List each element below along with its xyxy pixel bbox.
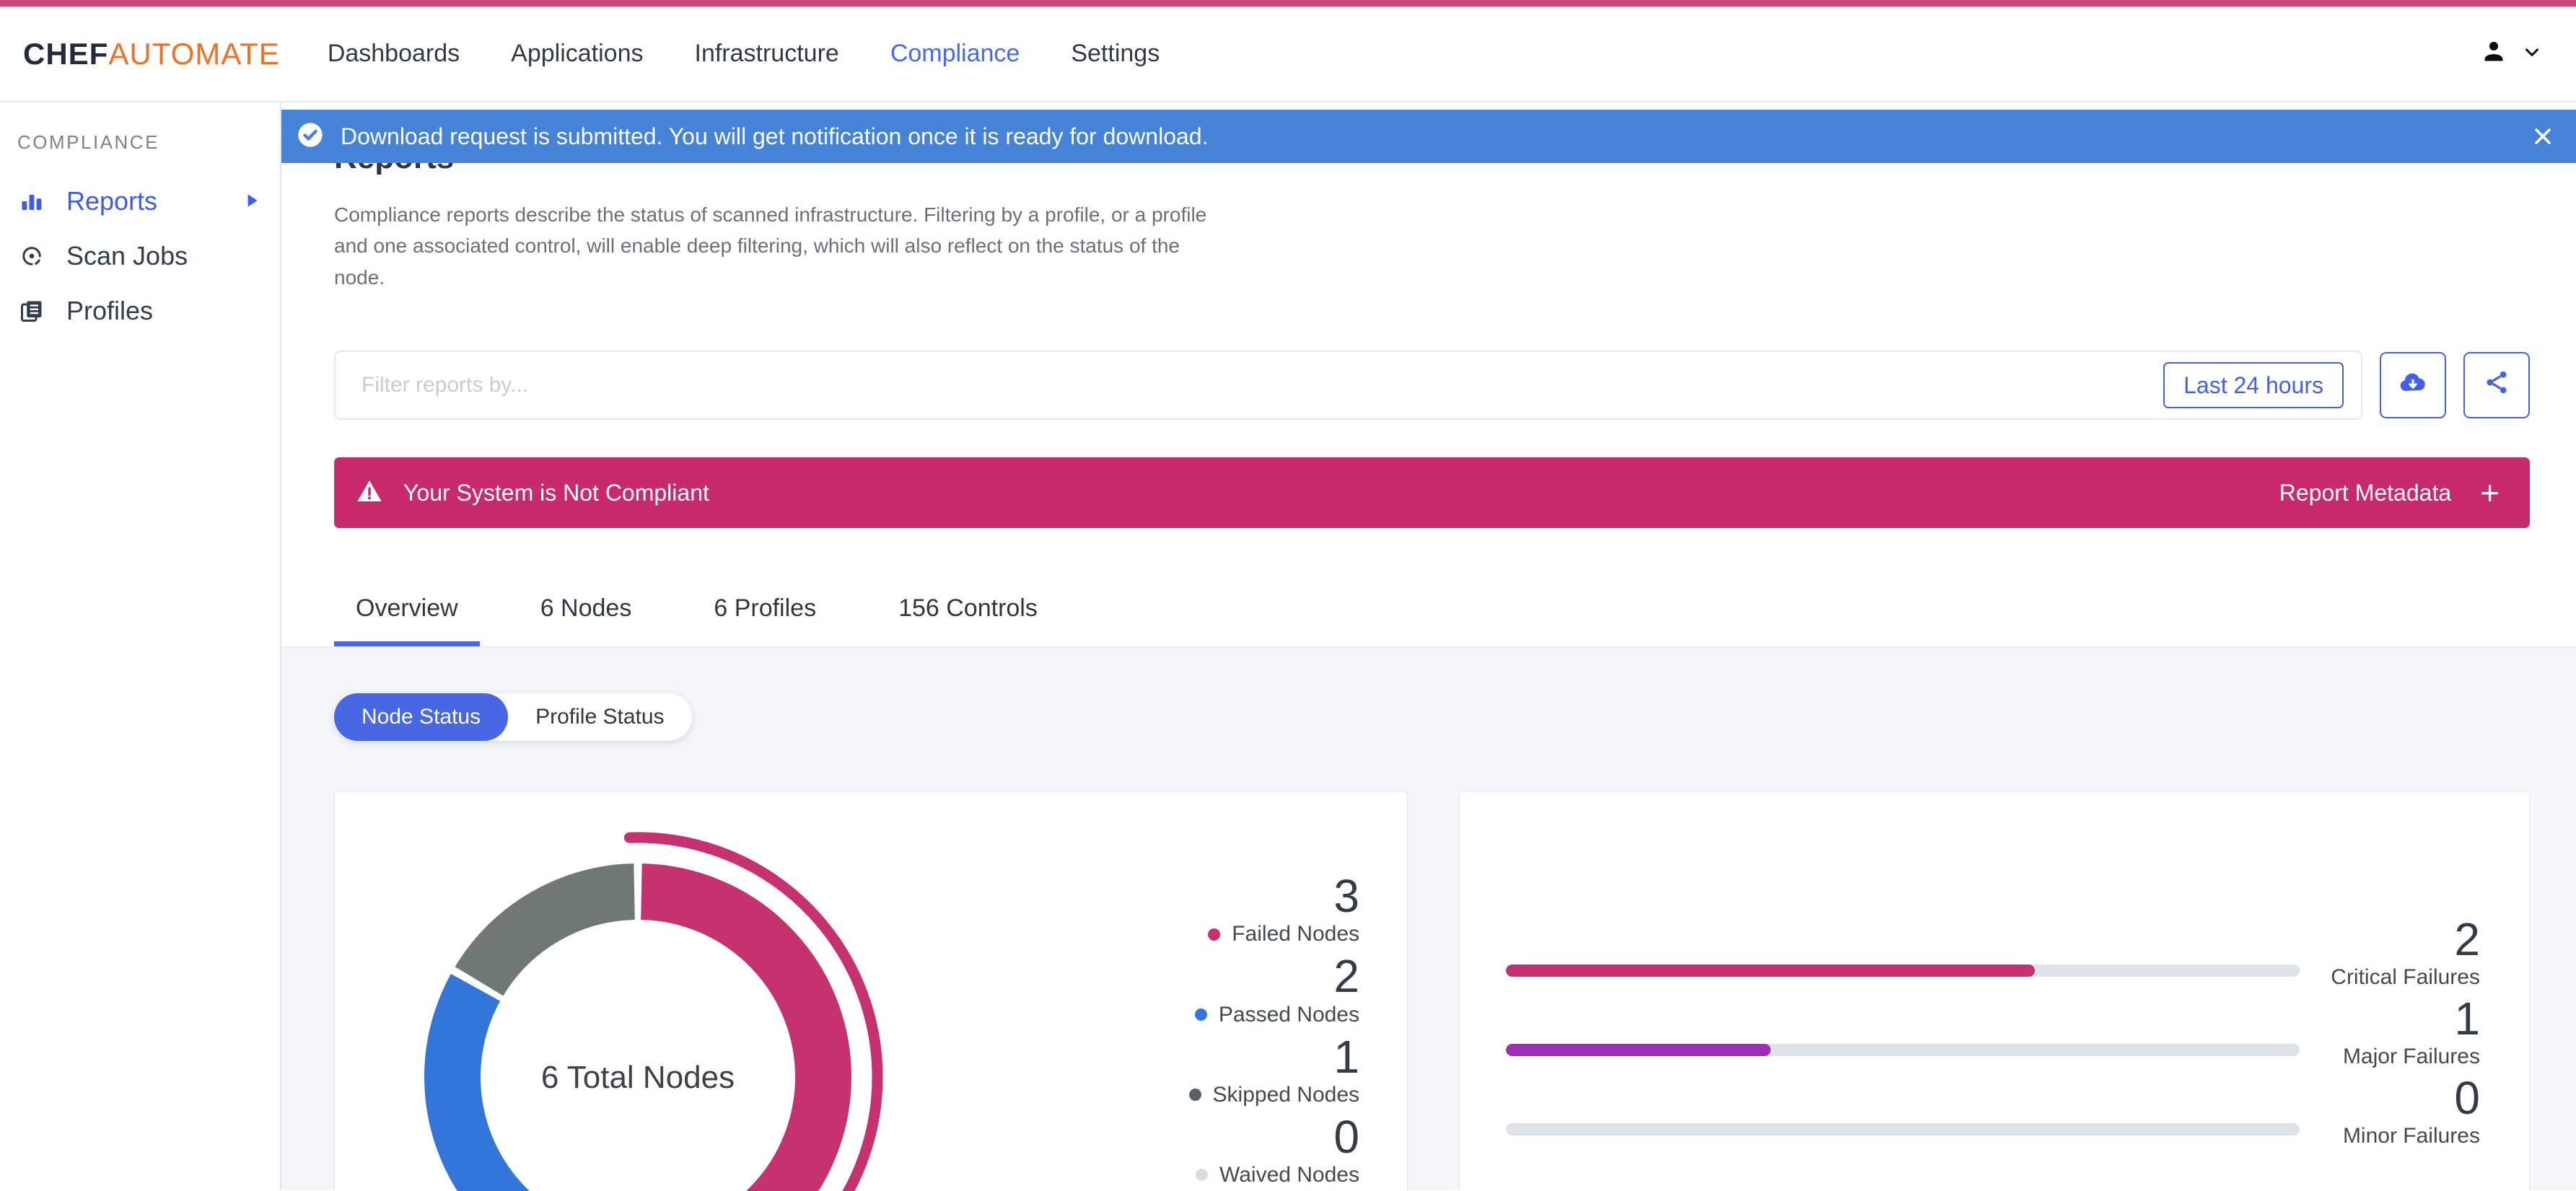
app-logo[interactable]: CHEFAUTOMATE xyxy=(23,37,280,71)
bar-label: Critical Failures xyxy=(2331,965,2480,990)
sidebar-item-label: Profiles xyxy=(66,296,154,325)
legend-item-waived[interactable]: 0 Waived Nodes xyxy=(1189,1110,1359,1187)
waived-dot-icon xyxy=(1196,1169,1209,1182)
brand-top-strip xyxy=(0,0,2576,6)
legend-label: Passed Nodes xyxy=(1218,1002,1359,1027)
search-placeholder: Filter reports by... xyxy=(362,373,529,397)
passed-dot-icon xyxy=(1194,1008,1207,1021)
donut-center-label: 6 Total Nodes xyxy=(540,1060,735,1096)
chevron-down-icon xyxy=(2521,41,2543,66)
major-failures-row: 1 Major Failures xyxy=(1506,993,2480,1070)
legend-label: Skipped Nodes xyxy=(1212,1082,1359,1107)
nav-infrastructure[interactable]: Infrastructure xyxy=(694,40,839,67)
nav-dashboards[interactable]: Dashboards xyxy=(327,40,460,67)
compliance-status-banner: Your System is Not Compliant Report Meta… xyxy=(334,457,2530,529)
bar-label: Minor Failures xyxy=(2342,1124,2480,1148)
sidebar: COMPLIANCE Reports Scan Jobs Profiles xyxy=(0,102,281,1190)
bar-value: 2 xyxy=(2454,913,2480,966)
warning-triangle-icon xyxy=(354,476,385,510)
profile-status-toggle[interactable]: Profile Status xyxy=(508,693,691,741)
report-tabs: Overview 6 Nodes 6 Profiles 156 Controls xyxy=(334,594,2530,647)
app-header: CHEFAUTOMATE Dashboards Applications Inf… xyxy=(0,6,2576,102)
expand-arrow-icon[interactable] xyxy=(242,186,261,216)
legend-item-failed[interactable]: 3 Failed Nodes xyxy=(1189,870,1359,946)
compliance-status-message: Your System is Not Compliant xyxy=(403,479,709,506)
share-button[interactable] xyxy=(2463,352,2530,419)
major-failures-bar xyxy=(1506,1044,2300,1057)
page-description: Compliance reports describe the status o… xyxy=(334,203,1207,289)
bar-label: Major Failures xyxy=(2342,1045,2480,1069)
logo-chef: CHEF xyxy=(23,36,109,71)
share-icon xyxy=(2482,368,2511,403)
nav-compliance[interactable]: Compliance xyxy=(890,40,1020,67)
user-icon xyxy=(2479,38,2508,70)
skipped-dot-icon xyxy=(1188,1089,1201,1102)
failures-severity-card: 2 Critical Failures 1 Major Failures xyxy=(1459,791,2530,1191)
critical-failures-bar xyxy=(1506,964,2300,977)
nav-applications[interactable]: Applications xyxy=(511,40,644,67)
legend-value: 3 xyxy=(1333,870,1359,923)
expand-metadata-icon[interactable]: + xyxy=(2480,474,2500,512)
notification-banner: Download request is submitted. You will … xyxy=(281,110,2576,163)
filter-row: Filter reports by... Last 24 hours xyxy=(334,351,2530,421)
node-status-donut-card: 6 Total Nodes 3 Failed Nodes 2 Passed No… xyxy=(334,791,1408,1191)
donut-legend: 3 Failed Nodes 2 Passed Nodes 1 Skipped … xyxy=(1188,870,1359,1191)
logo-automate: AUTOMATE xyxy=(108,36,280,71)
tab-nodes[interactable]: 6 Nodes xyxy=(540,594,632,623)
bar-value: 0 xyxy=(2454,1072,2480,1125)
documents-icon xyxy=(19,298,51,324)
bar-value: 1 xyxy=(2454,993,2480,1045)
sidebar-item-profiles[interactable]: Profiles xyxy=(0,284,280,338)
minor-failures-row: 0 Minor Failures xyxy=(1506,1072,2480,1149)
legend-label: Failed Nodes xyxy=(1232,922,1359,946)
tab-controls[interactable]: 156 Controls xyxy=(898,594,1038,623)
failed-dot-icon xyxy=(1208,928,1221,941)
legend-item-passed[interactable]: 2 Passed Nodes xyxy=(1189,952,1359,1027)
overview-section: Node Status Profile Status 6 Total Nodes… xyxy=(281,647,2576,1191)
tab-overview[interactable]: Overview xyxy=(334,594,480,647)
nav-settings[interactable]: Settings xyxy=(1071,40,1160,67)
legend-value: 0 xyxy=(1333,1110,1359,1163)
radar-icon xyxy=(19,243,51,269)
legend-item-skipped[interactable]: 1 Skipped Nodes xyxy=(1188,1030,1359,1107)
time-range-button[interactable]: Last 24 hours xyxy=(2163,362,2344,409)
download-button[interactable] xyxy=(2380,352,2446,419)
legend-label: Waived Nodes xyxy=(1219,1162,1359,1187)
bar-chart-icon xyxy=(19,188,51,214)
legend-value: 1 xyxy=(1333,1030,1359,1083)
sidebar-item-reports[interactable]: Reports xyxy=(0,174,280,229)
tab-profiles[interactable]: 6 Profiles xyxy=(714,594,817,623)
report-metadata-link[interactable]: Report Metadata xyxy=(2279,479,2452,506)
failures-bars: 2 Critical Failures 1 Major Failures xyxy=(1460,791,2529,1149)
sidebar-item-label: Reports xyxy=(66,186,158,216)
search-input[interactable]: Filter reports by... Last 24 hours xyxy=(334,351,2362,421)
sidebar-item-scan-jobs[interactable]: Scan Jobs xyxy=(0,229,280,284)
critical-failures-row: 2 Critical Failures xyxy=(1506,915,2480,990)
main-content: Download request is submitted. You will … xyxy=(281,102,2576,1191)
node-status-toggle[interactable]: Node Status xyxy=(334,693,509,742)
minor-failures-bar xyxy=(1506,1123,2300,1136)
check-circle-icon xyxy=(296,120,325,153)
notification-message: Download request is submitted. You will … xyxy=(341,123,1209,149)
cloud-download-icon xyxy=(2397,366,2429,404)
node-status-donut-chart[interactable] xyxy=(378,817,898,1191)
main-nav: Dashboards Applications Infrastructure C… xyxy=(328,40,1211,68)
status-toggle: Node Status Profile Status xyxy=(334,693,692,742)
sidebar-section-title: COMPLIANCE xyxy=(17,131,159,153)
user-menu[interactable] xyxy=(2479,38,2543,70)
sidebar-item-label: Scan Jobs xyxy=(66,241,188,271)
close-icon[interactable] xyxy=(2530,123,2556,149)
reports-header-section: Reports Compliance reports describe the … xyxy=(281,102,2576,648)
legend-value: 2 xyxy=(1333,950,1359,1003)
